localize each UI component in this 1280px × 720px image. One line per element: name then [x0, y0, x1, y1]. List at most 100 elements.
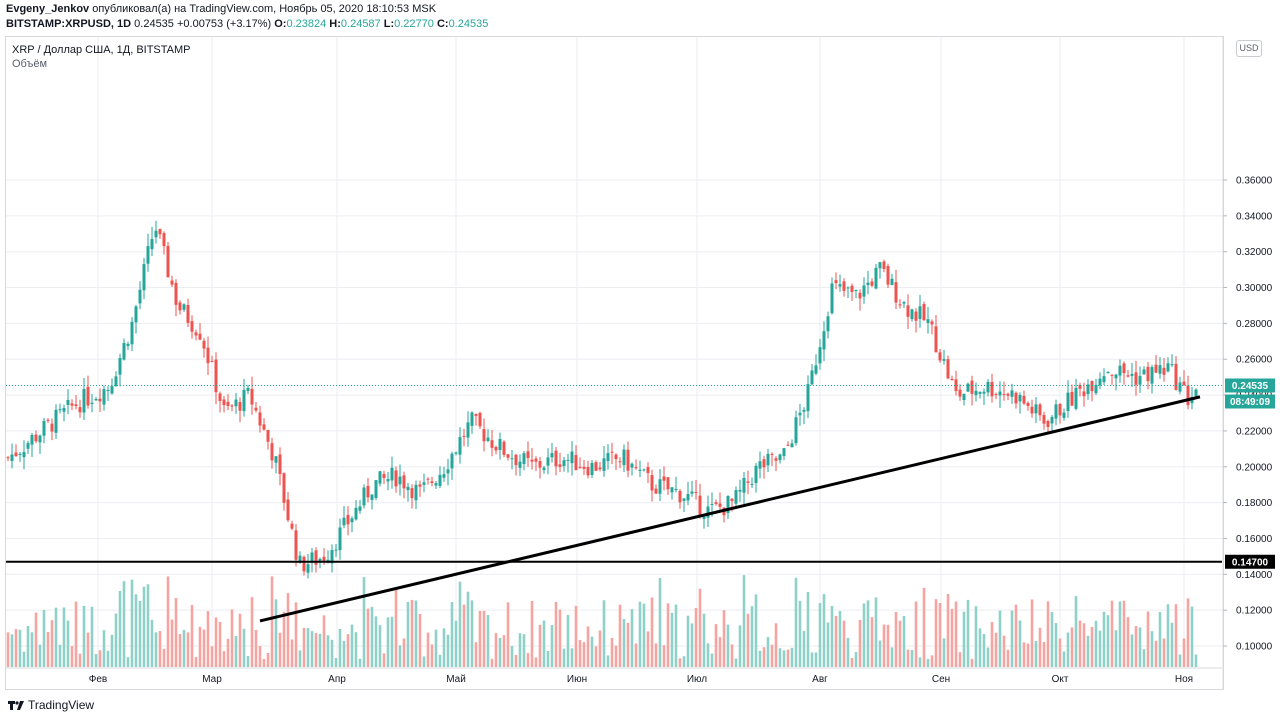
candle-body — [202, 340, 206, 349]
volume-bar — [830, 605, 834, 667]
candle-body — [34, 434, 38, 442]
volume-bar — [74, 601, 78, 667]
volume-bar — [702, 613, 706, 667]
candle-body — [594, 462, 598, 471]
candle-body — [458, 437, 462, 455]
volume-bar — [158, 630, 162, 667]
author-name[interactable]: Evgeny_Jenkov — [6, 3, 90, 15]
volume-bar — [1170, 622, 1174, 667]
candle-body — [934, 326, 938, 353]
candle-body — [450, 453, 454, 469]
candle-body — [378, 471, 382, 484]
volume-bar — [450, 602, 454, 667]
candle-body — [366, 485, 370, 498]
candle-body — [618, 461, 622, 463]
candle-body — [486, 437, 490, 442]
candle-body — [1058, 404, 1062, 416]
volume-bar — [926, 658, 930, 667]
volume-bar — [22, 651, 26, 667]
last-price-tag-text: 0.24535 — [1232, 381, 1269, 392]
volume-bar — [698, 588, 702, 667]
volume-bar — [930, 655, 934, 667]
candle-body — [690, 491, 694, 494]
candle-body — [918, 306, 922, 319]
volume-bar — [910, 650, 914, 667]
volume-bar — [506, 602, 510, 667]
candle-body — [138, 289, 142, 304]
candle-body — [1090, 380, 1094, 392]
volume-bar — [1030, 599, 1034, 667]
candle-body — [382, 473, 386, 479]
candle-body — [198, 333, 202, 340]
volume-bar — [774, 623, 778, 667]
candle-body — [974, 390, 978, 396]
candle-body — [306, 564, 310, 573]
volume-bar — [942, 638, 946, 667]
candle-body — [578, 466, 582, 468]
volume-bar — [326, 635, 330, 667]
volume-bar — [198, 626, 202, 667]
volume-bar — [874, 597, 878, 667]
trend-line[interactable] — [259, 395, 1201, 623]
open-label: O: — [274, 18, 287, 30]
volume-bar — [478, 611, 482, 667]
volume-bar — [846, 637, 850, 667]
candle-body — [158, 229, 162, 235]
candle-body — [406, 486, 410, 491]
volume-legend[interactable]: Объём — [12, 58, 48, 70]
candle-body — [1106, 371, 1110, 374]
volume-bar — [406, 602, 410, 667]
volume-bar — [170, 619, 174, 667]
volume-bar — [958, 652, 962, 667]
volume-bar — [314, 633, 318, 667]
close-label: C: — [436, 18, 449, 30]
low-label: L: — [383, 18, 395, 30]
volume-bar — [542, 620, 546, 667]
series-legend[interactable]: XRP / Доллар США, 1Д, BITSTAMP — [12, 44, 191, 56]
volume-bar — [742, 575, 746, 667]
volume-bar — [386, 617, 390, 667]
volume-bar — [974, 606, 978, 667]
volume-bar — [114, 613, 118, 667]
candle-body — [910, 309, 914, 320]
volume-bar — [466, 591, 470, 667]
volume-bar — [726, 624, 730, 667]
currency-button[interactable]: USD — [1236, 40, 1262, 57]
candle-body — [806, 384, 810, 412]
candle-body — [946, 359, 950, 379]
volume-bar — [594, 646, 598, 667]
volume-bar — [546, 650, 550, 667]
candle-body — [830, 283, 834, 314]
candle-body — [970, 380, 974, 394]
candle-body — [746, 481, 750, 483]
candle-body — [94, 399, 98, 401]
volume-bar — [834, 615, 838, 667]
candle-body — [58, 409, 62, 411]
ohlc-line: BITSTAMP:XRPUSD, 1D 0.24535 +0.00753 (+3… — [6, 18, 488, 30]
volume-bar — [670, 612, 674, 667]
candle-body — [78, 407, 82, 413]
publisher-line: Evgeny_Jenkov опубликовал(а) на TradingV… — [6, 3, 436, 15]
candle-body — [574, 455, 578, 471]
candle-body — [666, 477, 670, 490]
volume-bar — [638, 601, 642, 667]
volume-bar — [694, 608, 698, 667]
volume-bar — [950, 608, 954, 667]
candle-body — [622, 449, 626, 466]
candle-body — [1014, 392, 1018, 404]
candle-body — [550, 453, 554, 458]
candle-body — [374, 480, 378, 499]
volume-bar — [1102, 611, 1106, 667]
candle-body — [706, 506, 710, 518]
volume-bar — [918, 657, 922, 667]
volume-bar — [514, 654, 518, 667]
candle-body — [1042, 415, 1046, 424]
candle-body — [302, 556, 306, 572]
volume-bar — [1098, 630, 1102, 667]
volume-bar — [1126, 617, 1130, 667]
candle-body — [386, 479, 390, 482]
volume-bar — [870, 617, 874, 667]
volume-bar — [994, 632, 998, 667]
volume-bar — [238, 613, 242, 667]
